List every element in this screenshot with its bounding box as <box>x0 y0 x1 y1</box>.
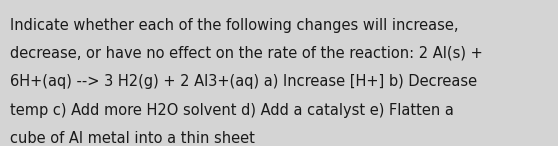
Text: cube of Al metal into a thin sheet: cube of Al metal into a thin sheet <box>10 131 255 146</box>
Text: Indicate whether each of the following changes will increase,: Indicate whether each of the following c… <box>10 18 459 33</box>
Text: temp c) Add more H2O solvent d) Add a catalyst e) Flatten a: temp c) Add more H2O solvent d) Add a ca… <box>10 103 454 118</box>
Text: 6H+(aq) --> 3 H2(g) + 2 Al3+(aq) a) Increase [H+] b) Decrease: 6H+(aq) --> 3 H2(g) + 2 Al3+(aq) a) Incr… <box>10 74 477 89</box>
Text: decrease, or have no effect on the rate of the reaction: 2 Al(s) +: decrease, or have no effect on the rate … <box>10 46 483 61</box>
